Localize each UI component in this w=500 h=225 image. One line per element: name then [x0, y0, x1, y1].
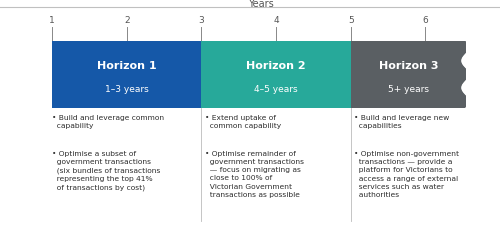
Text: Horizon 3: Horizon 3 [379, 61, 438, 71]
Text: Horizon 2: Horizon 2 [246, 61, 306, 71]
Bar [350, 40, 467, 108]
Text: 5: 5 [348, 16, 354, 25]
Text: 4–5 years: 4–5 years [254, 85, 298, 94]
Bar [202, 40, 350, 108]
Text: • Optimise a subset of
  government transactions
  (six bundles of transactions
: • Optimise a subset of government transa… [52, 151, 160, 191]
Text: 2: 2 [124, 16, 130, 25]
Text: 5+ years: 5+ years [388, 85, 429, 94]
Polygon shape [462, 40, 500, 108]
Text: Horizon 1: Horizon 1 [97, 61, 156, 71]
Text: • Optimise non-government
  transactions — provide a
  platform for Victorians t: • Optimise non-government transactions —… [354, 151, 460, 198]
Bar [52, 40, 202, 108]
Text: 4: 4 [274, 16, 279, 25]
Text: • Optimise remainder of
  government transactions
  — focus on migrating as
  cl: • Optimise remainder of government trans… [205, 151, 304, 198]
Text: • Extend uptake of
  common capability: • Extend uptake of common capability [205, 115, 282, 129]
Text: 3: 3 [198, 16, 204, 25]
Text: Years: Years [248, 0, 274, 9]
Text: 1: 1 [50, 16, 55, 25]
Text: • Build and leverage common
  capability: • Build and leverage common capability [52, 115, 164, 129]
Text: • Build and leverage new
  capabilities: • Build and leverage new capabilities [354, 115, 450, 129]
Text: 6: 6 [422, 16, 428, 25]
Text: 1–3 years: 1–3 years [105, 85, 148, 94]
